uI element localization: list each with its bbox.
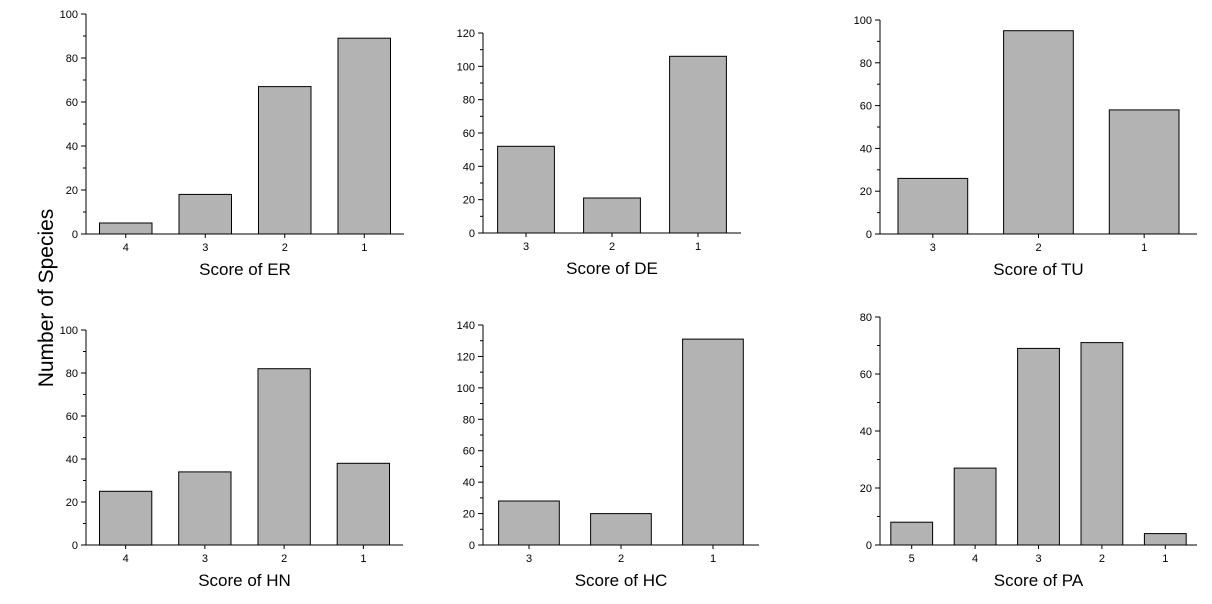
bar — [1143, 533, 1187, 546]
y-tick-label: 60 — [860, 101, 872, 113]
x-tick-label: 3 — [526, 553, 532, 565]
bar — [669, 55, 727, 234]
y-tick-label: 60 — [860, 369, 872, 381]
x-tick-label: 2 — [618, 553, 624, 565]
y-tick-label: 120 — [457, 351, 475, 363]
chart-panel: 0 20 40 60 80 100 3 2 1 Score of TU — [854, 15, 1197, 279]
bar — [337, 37, 391, 235]
x-tick-label: 3 — [523, 241, 529, 253]
y-tick-label: 80 — [860, 58, 872, 70]
bar — [897, 177, 969, 235]
y-tick-label: 80 — [463, 414, 475, 426]
y-tick-label: 20 — [860, 483, 872, 495]
y-tick-label: 100 — [60, 325, 78, 337]
bar — [498, 500, 560, 546]
chart-panel: 0 20 40 60 80 5 4 3 2 1 Score of PA — [860, 312, 1197, 590]
x-tick-label: 3 — [930, 242, 936, 254]
chart-panel: 0 20 40 60 80 100 4 3 2 1 Score of ER — [60, 9, 404, 279]
y-tick-label: 40 — [66, 454, 78, 466]
y-tick-label: 0 — [469, 228, 475, 240]
x-tick-label: 2 — [609, 241, 615, 253]
y-tick-label: 140 — [457, 320, 475, 332]
x-axis-label: Score of ER — [199, 260, 291, 279]
y-tick-label: 20 — [463, 509, 475, 521]
x-tick-label: 3 — [202, 242, 208, 254]
y-tick-label: 20 — [463, 195, 475, 207]
bar — [99, 490, 153, 546]
x-tick-label: 2 — [282, 242, 288, 254]
bar — [178, 471, 232, 546]
y-tick-label: 80 — [463, 95, 475, 107]
y-tick-label: 0 — [72, 540, 78, 552]
y-tick-label: 100 — [60, 9, 78, 21]
y-tick-label: 80 — [860, 312, 872, 324]
x-axis-label: Score of HC — [575, 571, 668, 590]
y-tick-label: 80 — [66, 53, 78, 65]
x-tick-label: 3 — [202, 553, 208, 565]
y-tick-label: 100 — [854, 15, 872, 27]
bar — [99, 222, 153, 235]
y-tick-label: 60 — [463, 128, 475, 140]
x-tick-label: 4 — [123, 242, 129, 254]
y-tick-label: 0 — [866, 229, 872, 241]
y-tick-label: 40 — [860, 426, 872, 438]
bar — [1080, 342, 1124, 546]
x-axis-label: Score of HN — [198, 571, 291, 590]
x-tick-label: 5 — [909, 553, 915, 565]
y-tick-label: 120 — [457, 28, 475, 40]
y-tick-label: 100 — [457, 383, 475, 395]
x-tick-label: 2 — [1035, 242, 1041, 254]
bar — [258, 86, 312, 235]
bar — [178, 193, 232, 235]
x-tick-label: 2 — [281, 553, 287, 565]
figure-y-axis-label: Number of Species — [35, 209, 58, 388]
x-axis-label: Score of PA — [994, 571, 1084, 590]
bar — [1003, 30, 1074, 235]
bar — [953, 467, 997, 546]
x-tick-label: 4 — [123, 553, 129, 565]
bar — [590, 513, 652, 546]
y-tick-label: 20 — [66, 497, 78, 509]
x-axis-label: Score of TU — [993, 260, 1083, 279]
y-tick-label: 20 — [66, 185, 78, 197]
x-tick-label: 3 — [1035, 553, 1041, 565]
x-tick-label: 1 — [360, 553, 366, 565]
y-tick-label: 0 — [72, 229, 78, 241]
bar — [890, 521, 934, 546]
y-tick-label: 0 — [469, 540, 475, 552]
x-tick-label: 1 — [710, 553, 716, 565]
chart-panel: 0 20 40 60 80 100 120 3 2 1 Score of DE — [457, 28, 741, 278]
y-tick-label: 40 — [463, 477, 475, 489]
y-tick-label: 40 — [66, 141, 78, 153]
x-tick-label: 1 — [361, 242, 367, 254]
y-tick-label: 20 — [860, 186, 872, 198]
x-tick-label: 1 — [1141, 242, 1147, 254]
y-tick-label: 40 — [463, 161, 475, 173]
y-tick-label: 100 — [457, 61, 475, 73]
bar — [1017, 347, 1060, 546]
y-tick-label: 60 — [463, 446, 475, 458]
chart-panel: 0 20 40 60 80 100 120 140 3 2 1 Score of HC — [457, 320, 759, 590]
bar — [497, 145, 555, 234]
bar — [1108, 109, 1180, 235]
x-axis-label: Score of DE — [566, 259, 658, 278]
chart-panel: 0 20 40 60 80 100 4 3 2 1 Score of HN — [60, 325, 403, 590]
y-tick-label: 40 — [860, 143, 872, 155]
y-tick-label: 60 — [66, 411, 78, 423]
y-tick-label: 80 — [66, 368, 78, 380]
y-tick-label: 0 — [866, 540, 872, 552]
x-tick-label: 1 — [695, 241, 701, 253]
x-tick-label: 2 — [1099, 553, 1105, 565]
y-tick-label: 60 — [66, 97, 78, 109]
x-tick-label: 1 — [1162, 553, 1168, 565]
bar — [583, 197, 641, 234]
bar — [682, 338, 744, 546]
bar — [336, 462, 391, 546]
bar — [257, 368, 311, 546]
x-tick-label: 4 — [972, 553, 978, 565]
